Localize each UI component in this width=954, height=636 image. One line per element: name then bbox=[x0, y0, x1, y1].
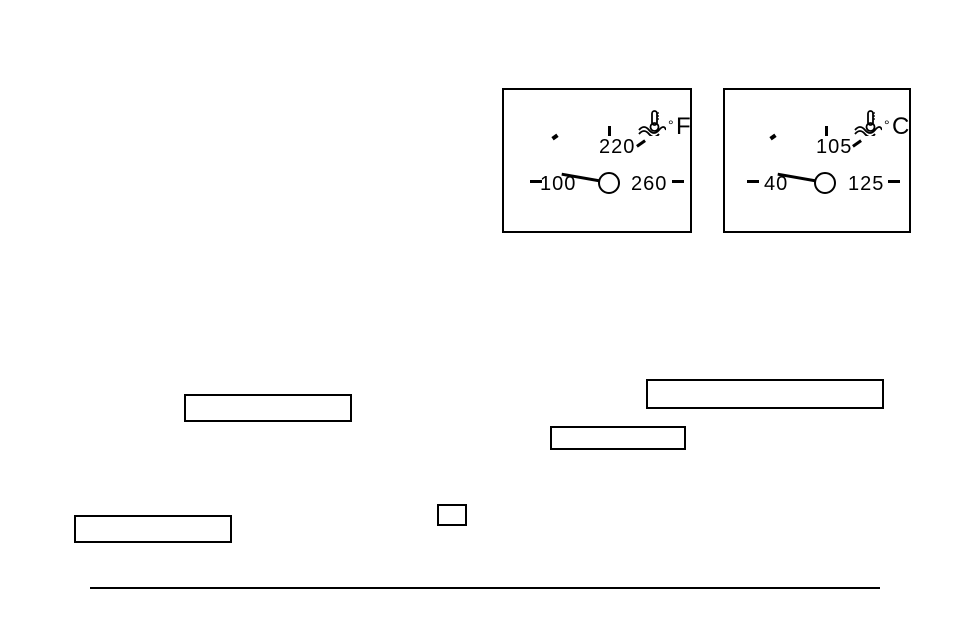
gauge-c-right-label: 125 bbox=[848, 173, 884, 196]
empty-box bbox=[184, 394, 352, 422]
gauge-c-top-label: 105 bbox=[816, 136, 852, 159]
gauge-c-tick bbox=[825, 126, 828, 136]
empty-box bbox=[646, 379, 884, 409]
empty-box bbox=[74, 515, 232, 543]
gauge-f-tick bbox=[530, 180, 542, 183]
gauge-f-unit: F bbox=[676, 113, 691, 141]
thermometer-in-liquid-icon bbox=[852, 110, 882, 136]
gauge-celsius bbox=[723, 88, 911, 233]
empty-box bbox=[437, 504, 467, 526]
gauge-f-tick bbox=[608, 126, 611, 136]
gauge-c-unit: C bbox=[892, 113, 909, 141]
divider bbox=[90, 587, 880, 589]
gauge-c-tick bbox=[747, 180, 759, 183]
gauge-c-pivot bbox=[814, 172, 836, 194]
gauge-c-degree-symbol: ° bbox=[884, 117, 890, 133]
gauge-f-tick bbox=[672, 180, 684, 183]
gauge-f-degree-symbol: ° bbox=[668, 117, 674, 133]
gauge-c-tick bbox=[888, 180, 900, 183]
gauge-f-right-label: 260 bbox=[631, 173, 667, 196]
empty-box bbox=[550, 426, 686, 450]
thermometer-in-liquid-icon bbox=[636, 110, 666, 136]
gauge-f-top-label: 220 bbox=[599, 136, 635, 159]
gauge-f-pivot bbox=[598, 172, 620, 194]
